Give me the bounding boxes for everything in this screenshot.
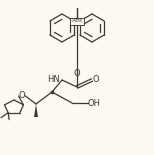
Text: O: O — [93, 75, 99, 84]
Text: O: O — [19, 91, 25, 100]
Text: HN: HN — [48, 75, 60, 84]
Text: Abs: Abs — [71, 18, 83, 24]
Text: OH: OH — [87, 98, 101, 108]
Polygon shape — [34, 104, 38, 117]
Text: O: O — [74, 69, 80, 78]
FancyBboxPatch shape — [70, 18, 84, 24]
